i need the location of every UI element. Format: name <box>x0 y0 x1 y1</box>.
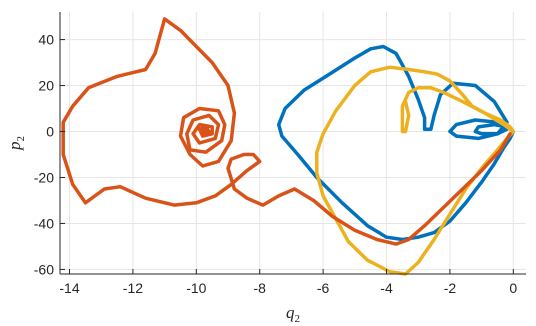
y-axis-label-base: p <box>5 142 24 152</box>
y-axis-label-sub: 2 <box>15 136 27 142</box>
y-tick-label: -60 <box>34 261 54 277</box>
grid <box>60 12 526 274</box>
y-tick-label: -40 <box>34 215 54 231</box>
series-group <box>61 17 516 276</box>
x-tick-label: -2 <box>444 280 457 296</box>
x-tick-label: 0 <box>509 280 517 296</box>
y-tick-label: -20 <box>34 169 54 185</box>
x-tick-label: -12 <box>123 280 143 296</box>
x-axis-label-base: q <box>286 303 295 322</box>
series-line-3 <box>61 17 512 246</box>
x-axis-label: q2 <box>286 303 300 325</box>
x-tick-label: -14 <box>59 280 79 296</box>
series-line-1 <box>276 44 516 242</box>
x-tick-label: -8 <box>253 280 266 296</box>
y-tick-label: 0 <box>46 124 54 140</box>
x-tick-label: -4 <box>380 280 393 296</box>
y-tick-label: 40 <box>38 32 54 48</box>
y-axis-label: p2 <box>5 136 27 151</box>
series-line-2 <box>315 65 516 276</box>
x-tick-label: -6 <box>317 280 330 296</box>
y-tick-label: 20 <box>38 78 54 94</box>
x-axis-label-sub: 2 <box>295 313 301 325</box>
axes <box>59 12 526 275</box>
x-tick-label: -10 <box>186 280 206 296</box>
